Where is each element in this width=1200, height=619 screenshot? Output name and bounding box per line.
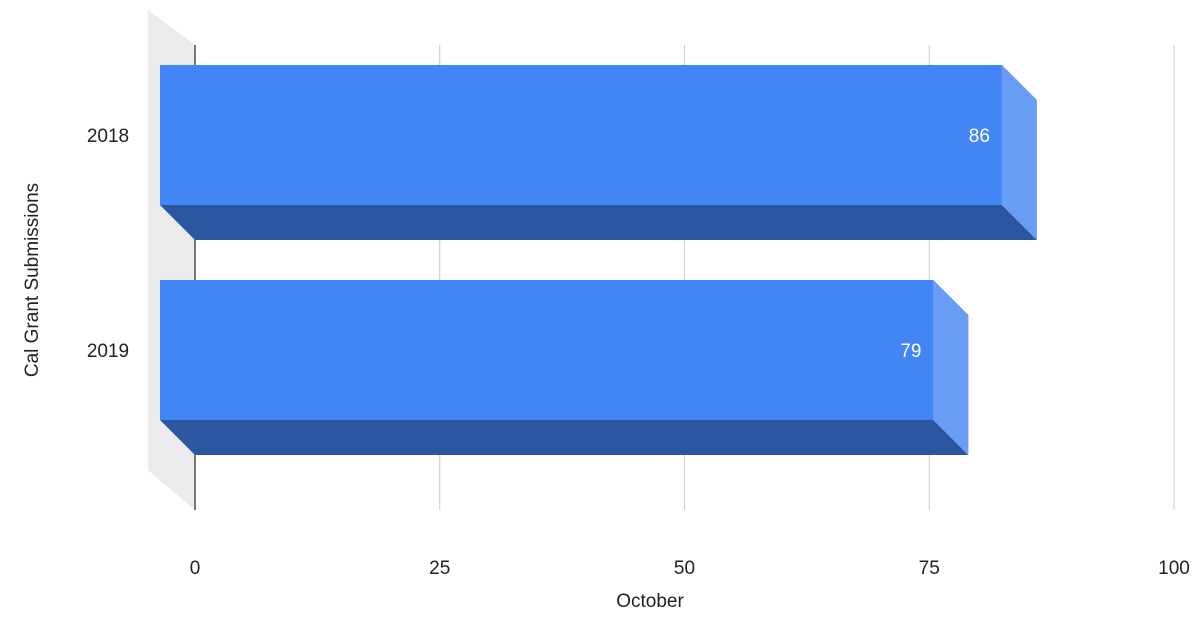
y-axis-title: Cal Grant Submissions bbox=[22, 183, 43, 377]
bar-bottom-face bbox=[160, 205, 1037, 240]
x-tick-label: 0 bbox=[190, 558, 201, 579]
x-axis-ticks: 0 25 50 75 100 bbox=[190, 558, 1190, 579]
bar bbox=[160, 280, 934, 420]
bar-bottom-face bbox=[160, 420, 969, 455]
bars: 86 79 bbox=[160, 65, 1037, 455]
x-axis-title: October bbox=[616, 591, 684, 612]
x-tick-label: 100 bbox=[1158, 558, 1190, 579]
y-category-label: 2018 bbox=[87, 126, 129, 147]
y-axis-categories: 2018 2019 bbox=[87, 126, 129, 362]
x-tick-label: 50 bbox=[674, 558, 695, 579]
x-tick-label: 25 bbox=[429, 558, 450, 579]
bar-data-label: 79 bbox=[900, 341, 921, 362]
bar bbox=[160, 65, 1002, 205]
bar-side-face bbox=[933, 280, 969, 455]
bar-side-face bbox=[1001, 65, 1037, 240]
bar-data-label: 86 bbox=[969, 126, 990, 147]
x-tick-label: 75 bbox=[919, 558, 940, 579]
y-category-label: 2019 bbox=[87, 341, 129, 362]
